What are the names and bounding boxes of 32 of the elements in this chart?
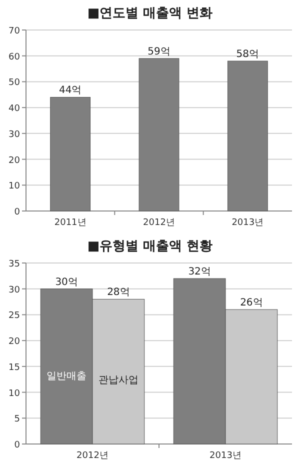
y-tick-label: 0 xyxy=(14,208,20,218)
data-label: 30억 xyxy=(55,276,78,288)
x-tick-label: 2013년 xyxy=(232,218,264,228)
data-label: 28억 xyxy=(107,287,130,298)
series-label: 관납사업 xyxy=(98,375,138,386)
y-tick-label: 5 xyxy=(14,414,20,425)
y-tick-label: 60 xyxy=(8,52,20,62)
data-label: 32억 xyxy=(188,266,211,278)
y-tick-label: 35 xyxy=(8,260,20,270)
y-tick-label: 30 xyxy=(8,285,20,296)
y-tick-label: 20 xyxy=(8,337,20,348)
y-tick-label: 15 xyxy=(8,362,20,373)
y-tick-label: 0 xyxy=(14,440,20,450)
y-tick-label: 10 xyxy=(8,388,20,399)
x-tick-label: 2012년 xyxy=(143,218,175,228)
y-tick-label: 10 xyxy=(8,182,20,192)
chart-title: ■연도별 매출액 변화 xyxy=(87,6,213,21)
y-tick-label: 50 xyxy=(8,78,20,88)
data-label: 44억 xyxy=(58,85,82,96)
x-tick-label: 2012년 xyxy=(76,451,108,461)
y-tick-label: 70 xyxy=(8,26,20,36)
chart-title: ■유형별 매출액 현황 xyxy=(87,239,213,254)
data-label: 59억 xyxy=(148,46,170,58)
data-label: 58억 xyxy=(236,49,260,60)
x-tick-label: 2011년 xyxy=(54,218,86,228)
x-tick-label: 2013년 xyxy=(210,451,242,461)
y-tick-label: 30 xyxy=(8,130,20,140)
y-tick-label: 40 xyxy=(8,104,20,114)
series-label: 일반매출 xyxy=(46,370,87,382)
y-tick-label: 25 xyxy=(8,311,20,322)
data-label: 26억 xyxy=(240,298,263,309)
y-tick-label: 20 xyxy=(8,156,20,166)
